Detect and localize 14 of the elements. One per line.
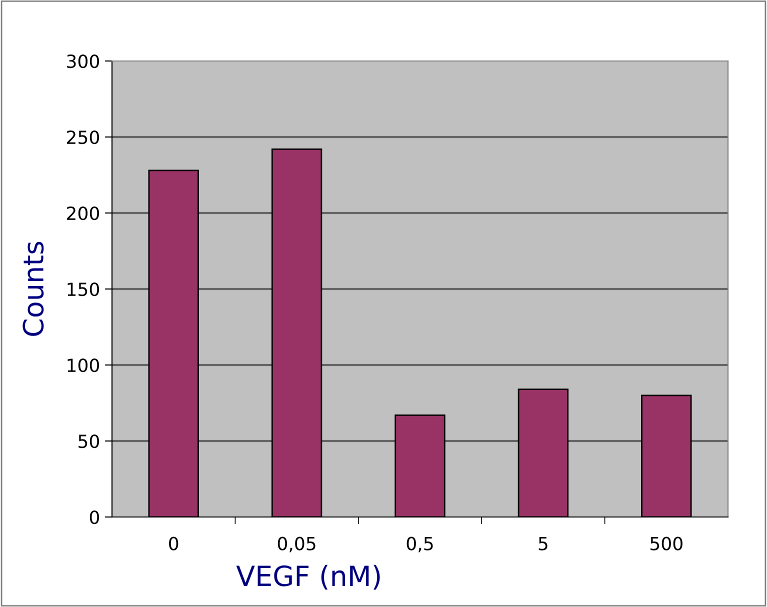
y-tick-label: 50: [78, 434, 99, 448]
y-tick-label: 0: [90, 510, 99, 524]
y-tick-label: 100: [68, 358, 99, 372]
y-axis-title: Counts: [22, 242, 44, 336]
x-tick-label: 500: [650, 536, 682, 550]
x-tick-label: 0: [169, 536, 178, 550]
y-tick-label: 300: [67, 54, 99, 68]
x-tick-label: 0,5: [406, 536, 433, 552]
y-tick-label: 200: [67, 206, 99, 220]
x-axis-title: VEGF (nM): [236, 564, 380, 590]
y-tick-label: 150: [68, 282, 99, 296]
x-tick-label: 5: [538, 537, 548, 550]
y-tick-label: 250: [67, 130, 99, 144]
x-tick-label: 0,05: [278, 536, 316, 552]
